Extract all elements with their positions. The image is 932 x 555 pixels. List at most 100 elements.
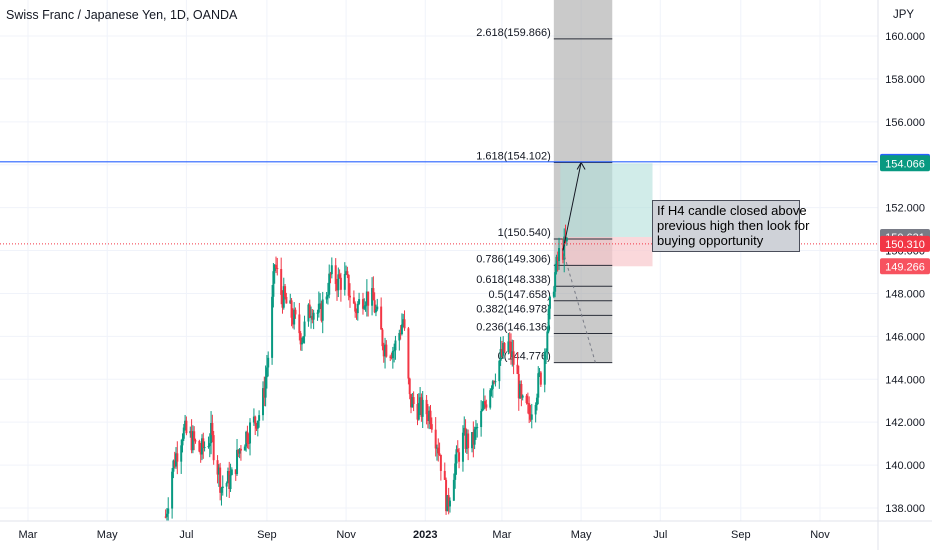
candle-body [363,306,366,309]
projection-arrowhead [576,161,586,170]
fib-level-label: 0.618(148.338) [476,274,551,286]
candle-body [452,479,455,501]
candle-body [543,351,546,385]
candle-body [556,256,559,262]
candle-body [561,248,564,260]
candle-body [320,303,323,321]
candle-body [317,303,320,313]
candle-body [207,446,210,448]
candle-body [321,299,324,321]
candle-body [246,431,249,443]
candle-body [199,451,202,455]
candle-body [454,463,457,480]
candle-body [262,388,265,416]
candle-body [328,273,331,295]
candle-body [185,420,188,434]
y-tick-label: 138.000 [885,503,925,515]
candle-body [329,273,332,275]
candle-body [463,427,466,433]
candle-body [239,448,242,451]
candle-body [485,404,488,408]
candle-body [374,309,377,313]
fib-level-label: 1(150.540) [498,227,551,239]
note-line-2: previous high then look for [657,218,810,233]
candle-body [490,388,493,391]
candle-body [210,422,213,444]
candle-body [281,294,284,308]
candle-body [512,351,515,365]
candle-body [198,440,201,452]
price-tag: 149.266 [885,261,925,273]
candle-body [465,433,468,449]
fib-level-label: 0.5(147.658) [488,289,550,301]
x-tick-label: Nov [810,529,830,541]
candle-body [380,306,383,330]
candle-body [491,381,494,389]
candle-body [300,342,303,345]
price-axis-bg [878,0,932,550]
candle-body [238,448,241,454]
candle-body [565,237,568,242]
candle-body [434,429,437,449]
candle-body [243,446,246,451]
candle-body [537,373,540,398]
candle-body [528,403,531,415]
candle-body [484,401,487,405]
candle-body [399,332,402,335]
candle-body [443,470,446,480]
candle-body [245,431,248,447]
candle-body [346,271,349,275]
candle-body [400,324,403,335]
candle-body [458,452,461,462]
candle-body [276,268,279,270]
candle-body [237,449,240,454]
candle-body [472,432,475,445]
y-tick-label: 142.000 [885,417,925,429]
candle-body [481,408,484,411]
candle-body [176,453,179,462]
candle-body [220,488,223,493]
candle-body [171,471,174,509]
candle-body [225,483,228,487]
candle-body [372,288,375,301]
candle-body [411,397,414,408]
fib-level-label: 0.786(149.306) [476,253,551,265]
candle-body [546,331,549,352]
candle-body [385,344,388,357]
candle-body [182,427,185,439]
candle-body [410,394,413,408]
candle-body [529,414,532,420]
candle-body [167,508,170,514]
candle-body [291,317,294,325]
candle-body [446,495,449,512]
candle-body [226,470,229,484]
candle-body [419,397,422,404]
projection-dashed [562,250,596,363]
candle-body [319,303,322,305]
candle-body [274,264,277,269]
candle-body [358,299,361,304]
candle-body [271,296,274,358]
x-tick-label: Nov [336,529,356,541]
candle-body [345,271,348,275]
y-tick-label: 158.000 [885,74,925,86]
candle-body [282,286,285,308]
trade-note[interactable]: If H4 candle closed above previous high … [652,200,810,252]
candle-body [310,315,313,318]
candle-body [180,445,183,462]
candle-body [473,429,476,445]
y-tick-label: 156.000 [885,117,925,129]
candle-body [435,447,438,449]
candle-body [545,351,548,353]
candle-body [534,404,537,415]
candle-body [273,264,276,272]
x-tick-label: Jul [653,529,667,541]
candle-body [164,516,167,518]
candle-body [476,427,479,429]
candle-body [447,495,450,507]
candle-body [394,340,397,351]
price-tag-bg [880,235,930,252]
candle-body [190,431,193,451]
